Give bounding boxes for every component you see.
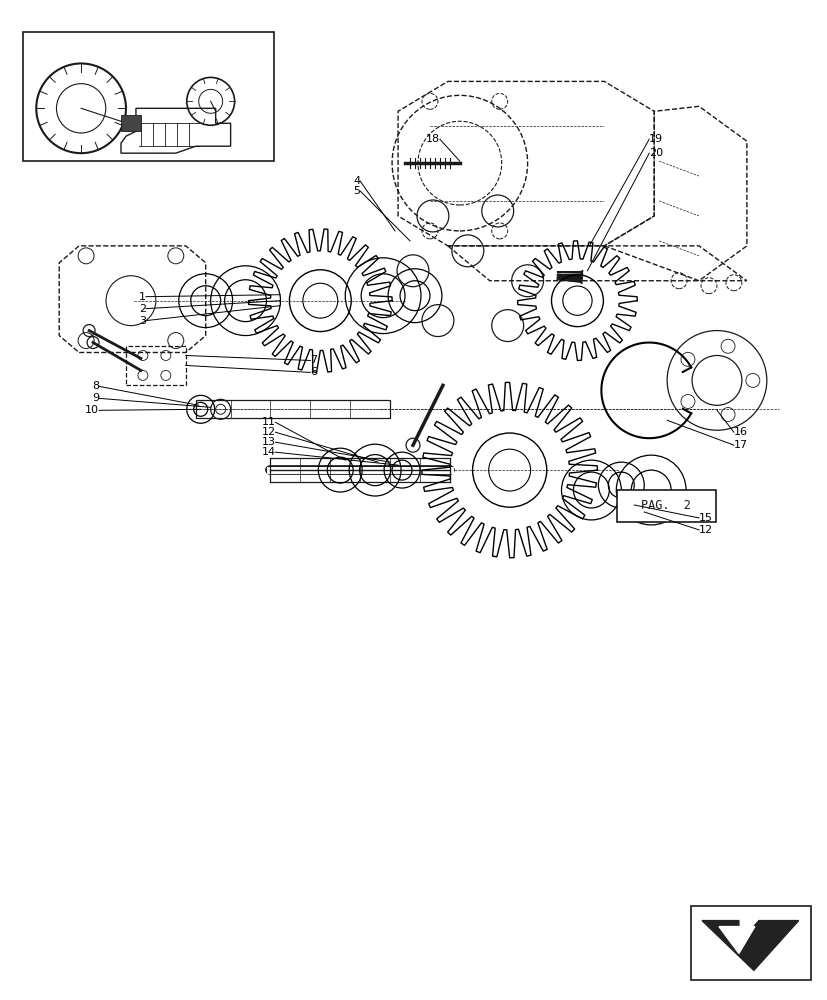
Polygon shape	[718, 927, 754, 953]
Bar	[691, 906, 810, 980]
Text: 13: 13	[261, 437, 275, 447]
Text: 18: 18	[425, 134, 439, 144]
Text: 10: 10	[85, 405, 99, 415]
Text: 20: 20	[648, 148, 662, 158]
Text: PAG.  2: PAG. 2	[640, 499, 691, 512]
Text: 9: 9	[92, 393, 99, 403]
Text: 6: 6	[310, 367, 317, 377]
Text: 3: 3	[139, 316, 146, 326]
Text: 11: 11	[261, 417, 275, 427]
Text: 8: 8	[92, 381, 99, 391]
Text: 17: 17	[733, 440, 747, 450]
Text: 19: 19	[648, 134, 662, 144]
Text: 5: 5	[353, 186, 360, 196]
Text: 12: 12	[261, 427, 275, 437]
Text: 4: 4	[352, 176, 360, 186]
Text: 15: 15	[698, 513, 712, 523]
Polygon shape	[701, 921, 798, 970]
Text: 7: 7	[310, 355, 317, 365]
FancyBboxPatch shape	[617, 490, 715, 522]
Text: 16: 16	[733, 427, 747, 437]
Text: 2: 2	[139, 304, 146, 314]
Bar	[121, 115, 141, 131]
Text: 12: 12	[698, 525, 712, 535]
Bar	[23, 32, 274, 161]
Text: 1: 1	[139, 292, 146, 302]
Text: 14: 14	[261, 447, 275, 457]
